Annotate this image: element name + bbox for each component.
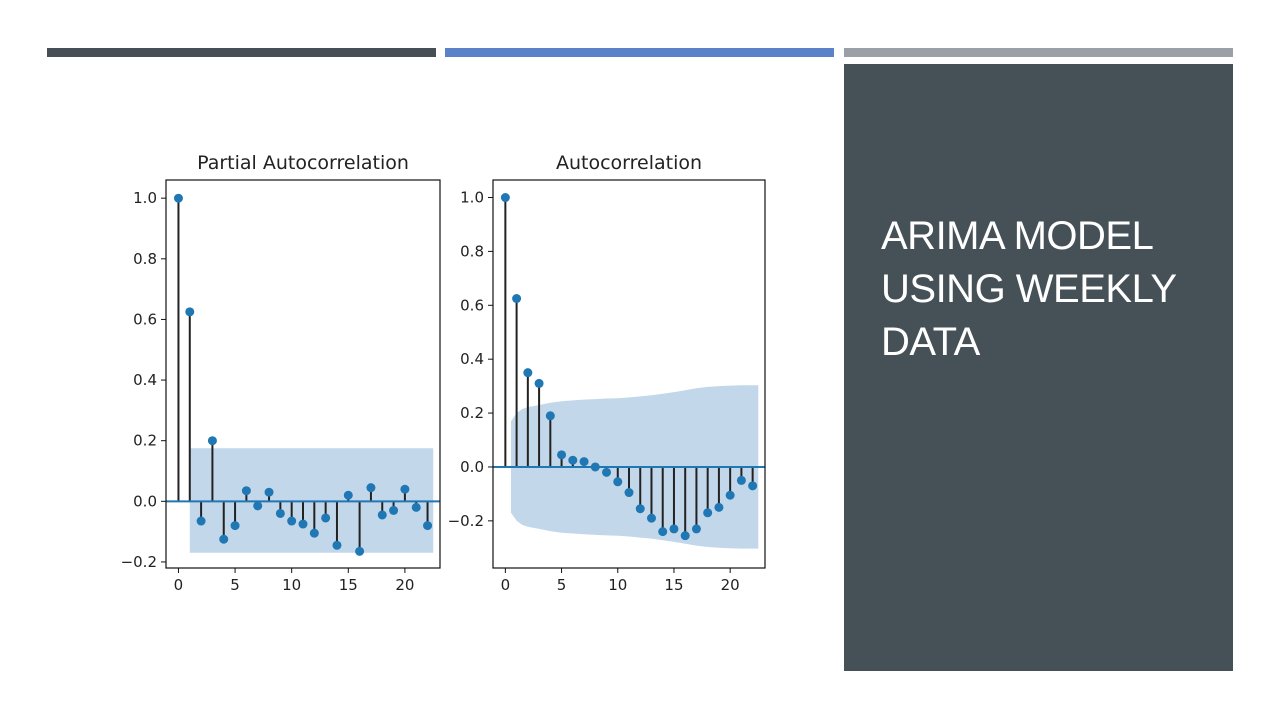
acf-marker <box>613 477 623 487</box>
pacf-ytick-label: 0.8 <box>133 250 157 268</box>
pacf-marker <box>207 436 217 446</box>
acf-marker <box>523 368 533 378</box>
acf-ytick-label: 0.0 <box>460 458 484 476</box>
pacf-marker <box>219 534 229 544</box>
acf-title: Autocorrelation <box>556 152 702 174</box>
pacf-marker <box>241 486 251 496</box>
pacf-marker <box>423 521 433 531</box>
acf-marker <box>646 513 656 523</box>
acf-xtick-label: 15 <box>664 576 683 594</box>
acf-plot: 0 5 10 15 20 1.0 0.8 0.6 0.4 0.2 0.0 −0.2 Autocorrel… <box>448 152 766 594</box>
acf-marker <box>557 450 567 460</box>
pacf-axes-frame <box>165 179 441 569</box>
pacf-marker <box>185 307 195 317</box>
pacf-ytick-label: 0.0 <box>133 492 157 510</box>
acf-marker <box>545 411 555 421</box>
acf-marker <box>568 455 578 465</box>
pacf-marker <box>253 501 263 511</box>
pacf-marker <box>230 521 240 531</box>
acf-pacf-figure: 0 5 10 15 20 1.0 0.8 0.6 0.4 0.2 0.0 −0.2 Partial Au… <box>121 152 766 594</box>
acf-marker <box>579 457 589 467</box>
pacf-marker <box>411 502 421 512</box>
pacf-xtick-label: 10 <box>282 576 301 594</box>
acf-axes-frame <box>492 179 766 569</box>
acf-ytick-label: 0.6 <box>460 296 484 314</box>
acf-xtick-label: 0 <box>501 576 511 594</box>
pacf-xtick-label: 20 <box>395 576 414 594</box>
pacf-ytick-label: 0.6 <box>133 310 157 328</box>
pacf-marker <box>309 528 319 538</box>
acf-ytick-label: 0.4 <box>460 350 484 368</box>
acf-marker <box>736 475 746 485</box>
pacf-plot: 0 5 10 15 20 1.0 0.8 0.6 0.4 0.2 0.0 −0.2 Partial Au… <box>121 152 441 594</box>
title-panel: ARIMA MODEL USING WEEKLY DATA <box>844 64 1233 671</box>
pacf-marker <box>321 513 331 523</box>
pacf-marker <box>264 487 274 497</box>
acf-marker <box>624 488 634 498</box>
pacf-xtick-label: 15 <box>339 576 358 594</box>
pacf-marker <box>332 540 342 550</box>
acf-marker <box>748 481 758 491</box>
pacf-marker <box>298 519 308 529</box>
pacf-marker <box>389 505 399 515</box>
acf-marker <box>691 524 701 534</box>
acf-ytick-label: 1.0 <box>460 189 484 207</box>
acf-marker <box>725 490 735 500</box>
acf-ytick-label: 0.8 <box>460 242 484 260</box>
pacf-marker <box>173 193 183 203</box>
accent-bar-right <box>844 48 1233 57</box>
acf-marker <box>703 508 713 518</box>
pacf-marker <box>355 546 365 556</box>
acf-ytick-label: −0.2 <box>448 512 484 530</box>
pacf-title: Partial Autocorrelation <box>197 152 409 174</box>
accent-bar-left <box>47 48 436 57</box>
pacf-marker <box>377 510 387 520</box>
pacf-marker <box>196 516 206 526</box>
pacf-marker <box>400 484 410 494</box>
pacf-marker <box>275 508 285 518</box>
pacf-xtick-label: 5 <box>230 576 240 594</box>
pacf-marker <box>343 490 353 500</box>
acf-marker <box>602 467 612 477</box>
pacf-ytick-label: 1.0 <box>133 189 157 207</box>
acf-marker <box>534 378 544 388</box>
acf-ytick-label: 0.2 <box>460 404 484 422</box>
slide-title: ARIMA MODEL USING WEEKLY DATA <box>881 214 1176 364</box>
acf-marker <box>512 294 522 304</box>
pacf-xtick-label: 0 <box>174 576 184 594</box>
acf-xtick-label: 10 <box>608 576 627 594</box>
acf-marker <box>500 193 510 203</box>
acf-marker <box>669 524 679 534</box>
pacf-marker <box>287 516 297 526</box>
pacf-marker <box>366 483 376 493</box>
acf-xtick-label: 20 <box>721 576 740 594</box>
acf-marker <box>680 531 690 541</box>
acf-marker <box>658 527 668 537</box>
pacf-ytick-label: 0.2 <box>133 432 157 450</box>
pacf-ytick-label: −0.2 <box>121 553 157 571</box>
acf-xtick-label: 5 <box>557 576 567 594</box>
accent-bar-middle <box>445 48 834 57</box>
acf-marker <box>635 504 645 514</box>
acf-marker <box>590 462 600 472</box>
pacf-ytick-label: 0.4 <box>133 371 157 389</box>
acf-marker <box>714 502 724 512</box>
